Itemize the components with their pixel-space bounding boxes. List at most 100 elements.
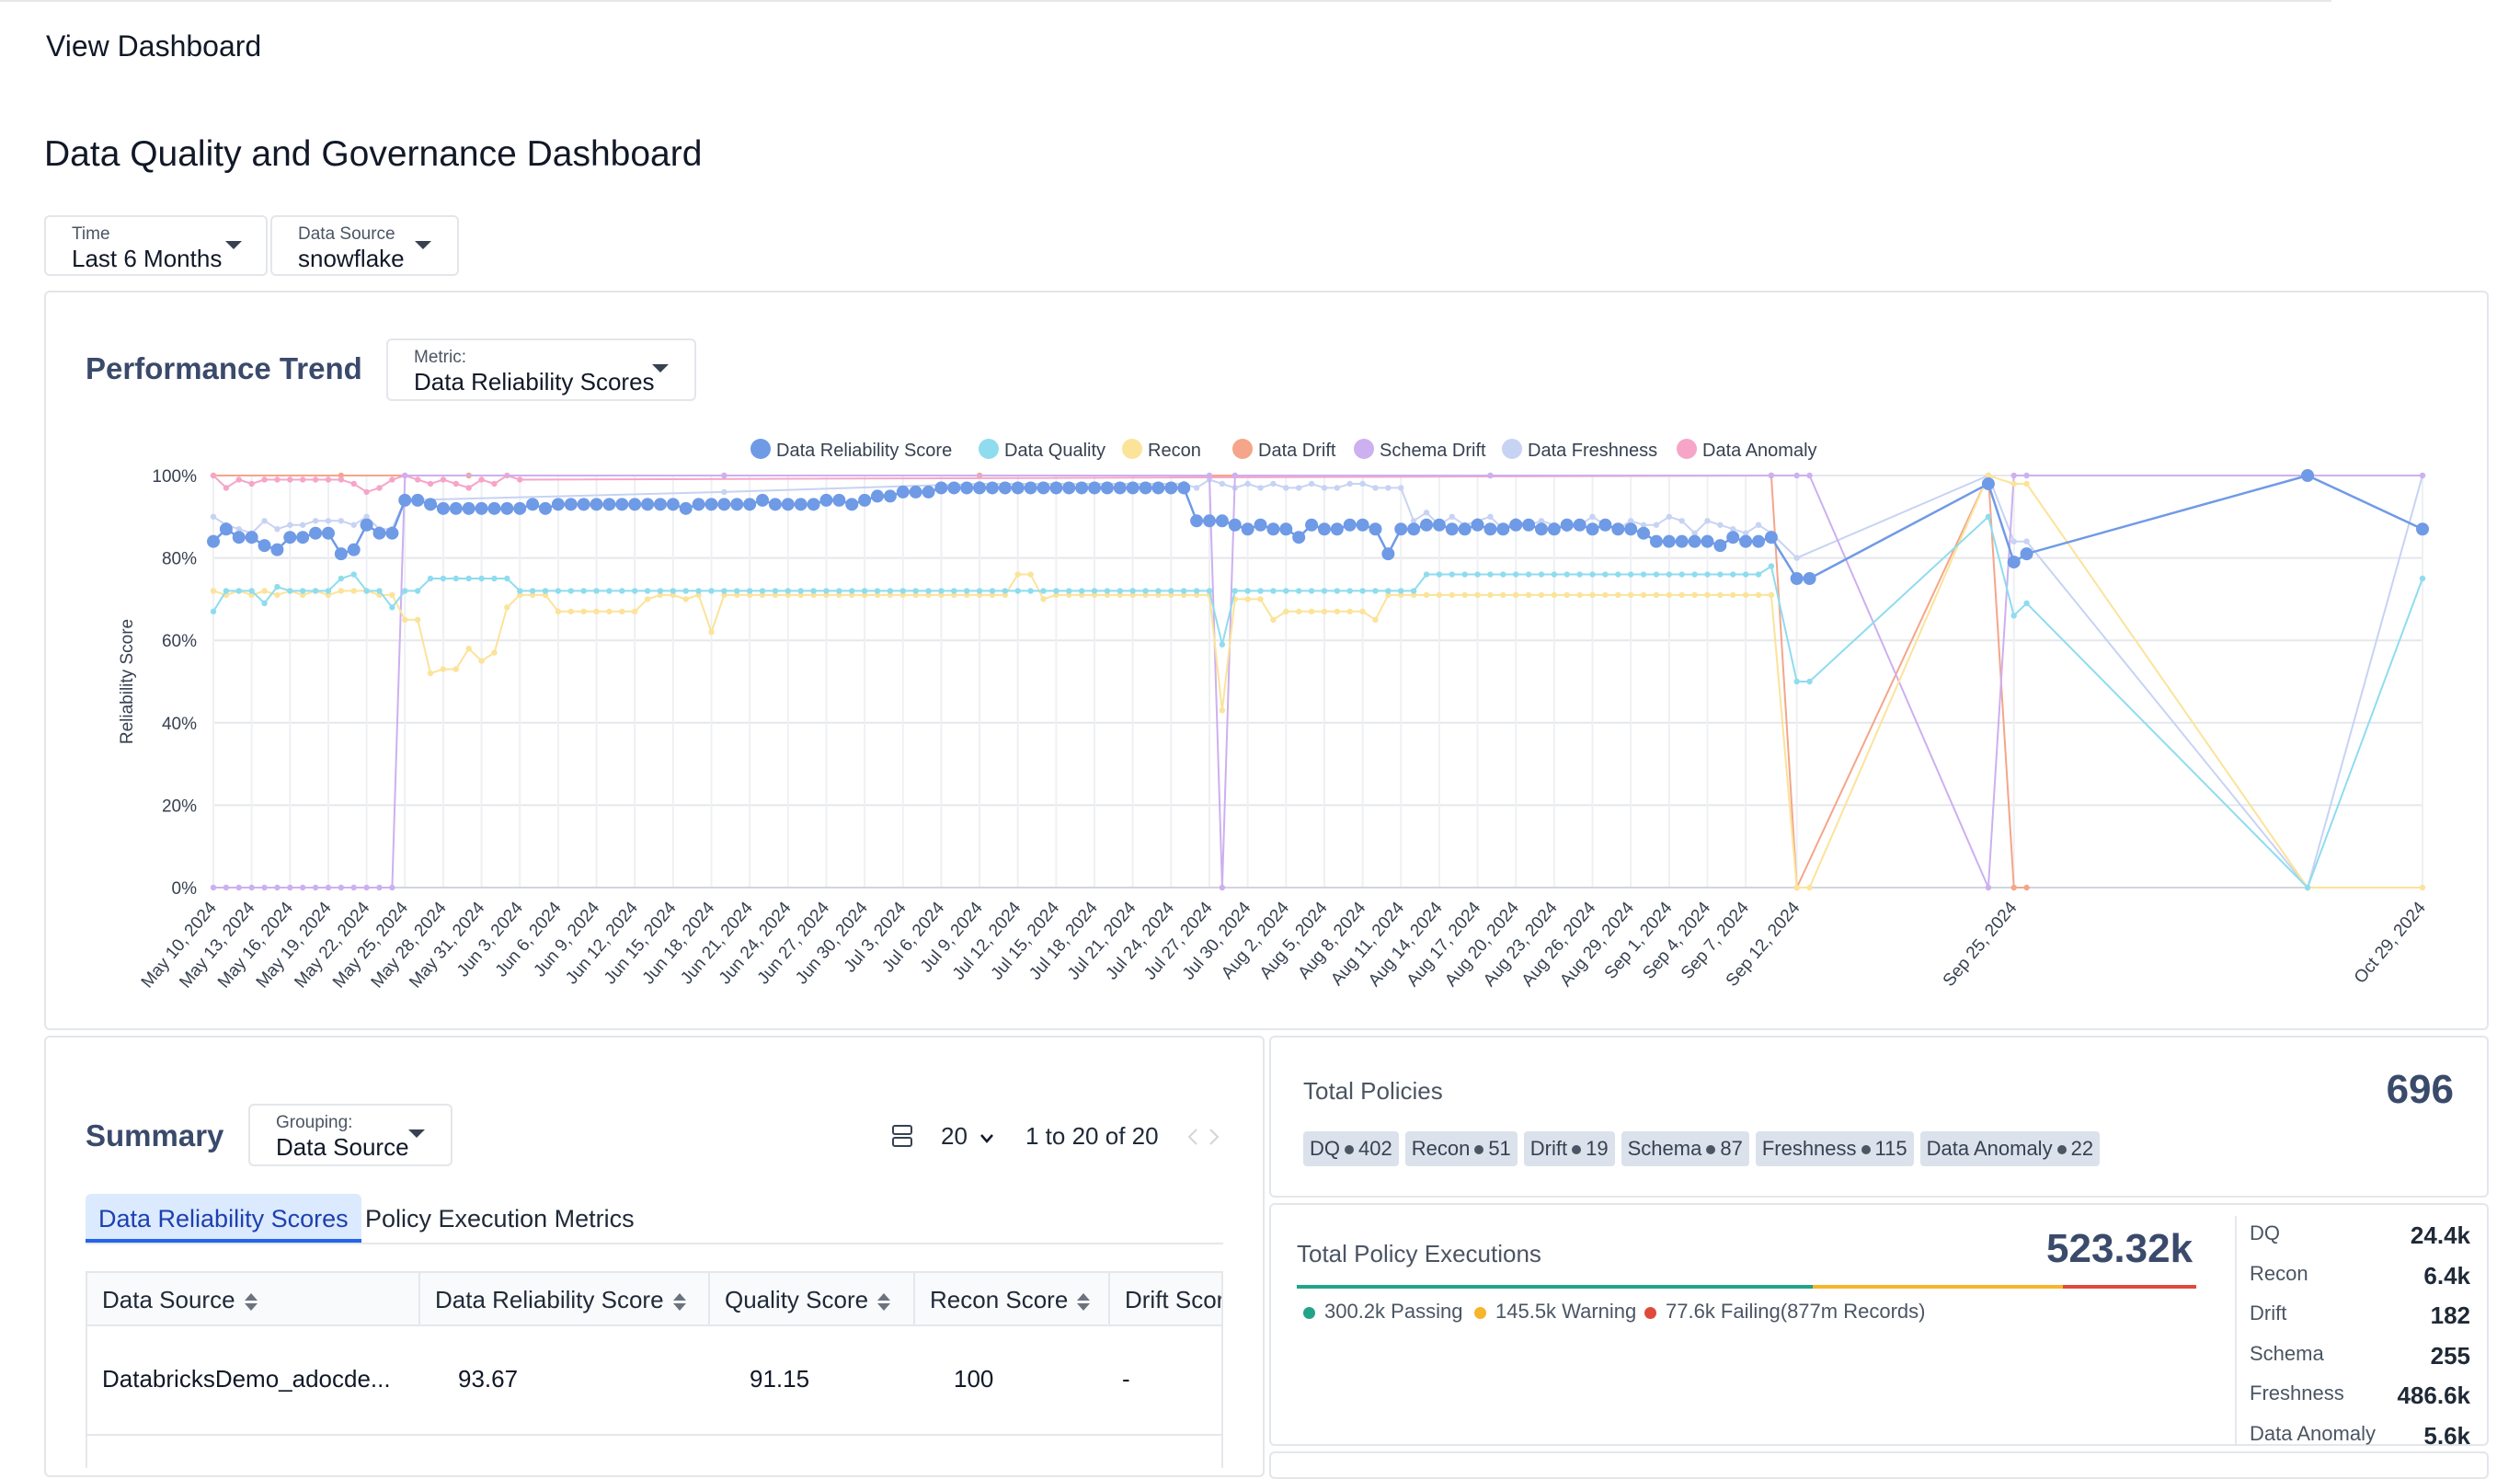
cell-data-source[interactable]: DatabricksDemo_adocde... — [102, 1365, 391, 1393]
column-header-label: Quality Score — [725, 1286, 869, 1313]
data-point — [452, 575, 460, 582]
data-point — [478, 476, 485, 483]
data-point — [385, 526, 399, 540]
data-point — [717, 498, 731, 511]
data-point — [402, 616, 408, 623]
data-point — [235, 526, 242, 533]
sort-icon[interactable] — [1077, 1292, 1091, 1311]
column-header-data-source[interactable]: Data Source — [87, 1273, 420, 1326]
data-point — [1155, 591, 1162, 599]
column-header-label: Data Reliability Score — [435, 1286, 664, 1313]
sort-icon[interactable] — [244, 1292, 258, 1311]
tab-policy-execution-metrics[interactable]: Policy Execution Metrics — [365, 1205, 635, 1232]
data-point — [274, 526, 281, 533]
data-point — [695, 591, 702, 599]
data-point — [797, 591, 804, 599]
policy-pill-freshness[interactable]: Freshness 115 — [1755, 1131, 1914, 1166]
next-page-icon[interactable] — [1209, 1129, 1220, 1145]
column-header-reliability[interactable]: Data Reliability Score — [420, 1273, 710, 1326]
data-point — [619, 588, 625, 594]
data-point — [1398, 485, 1404, 491]
data-point — [299, 884, 306, 891]
data-point — [1321, 608, 1328, 615]
data-point — [1219, 884, 1226, 891]
data-point — [1432, 518, 1446, 532]
data-point — [1666, 513, 1673, 520]
data-point — [1423, 571, 1430, 578]
data-point — [2023, 472, 2030, 479]
data-point — [785, 591, 791, 599]
data-point — [1193, 588, 1200, 594]
legend-label: Recon — [1148, 441, 1201, 461]
column-header-recon[interactable]: Recon Score — [915, 1273, 1110, 1326]
data-point — [1091, 591, 1098, 599]
data-point — [1394, 522, 1408, 536]
prev-page-icon[interactable] — [1187, 1129, 1197, 1145]
next-panel-edge — [1269, 1451, 2489, 1479]
data-point — [309, 526, 323, 540]
data-point — [1474, 571, 1481, 578]
data-point — [1704, 571, 1711, 578]
data-point — [338, 472, 345, 479]
data-point — [849, 588, 855, 594]
data-point — [1359, 588, 1366, 594]
column-header-drift[interactable]: Drift Scor — [1110, 1273, 1221, 1326]
data-point — [657, 588, 664, 594]
data-point — [1279, 522, 1293, 536]
data-point — [258, 539, 271, 553]
data-point — [1666, 591, 1673, 599]
data-point — [1564, 591, 1570, 599]
data-point — [338, 518, 345, 524]
tab-data-reliability-scores[interactable]: Data Reliability Scores — [86, 1194, 361, 1243]
policy-pill-dq[interactable]: DQ 402 — [1303, 1131, 1399, 1166]
data-point — [1803, 572, 1816, 585]
data-point — [350, 522, 357, 528]
data-point — [1270, 480, 1277, 487]
pagination-arrows[interactable] — [1186, 1128, 1221, 1146]
data-point — [248, 591, 255, 599]
data-point — [1317, 522, 1331, 536]
y-axis-title: Reliability Score — [118, 619, 137, 744]
data-point — [402, 472, 408, 479]
sort-icon[interactable] — [672, 1292, 686, 1311]
data-point — [283, 531, 297, 545]
data-point — [1334, 485, 1341, 491]
grouping-select[interactable]: Grouping: Data Source — [248, 1104, 452, 1166]
breakdown-row-freshness: Freshness 486.6k — [2250, 1382, 2470, 1409]
policy-pill-recon[interactable]: Recon 51 — [1404, 1131, 1518, 1166]
sort-icon[interactable] — [877, 1292, 891, 1311]
view-title: View Dashboard — [46, 29, 262, 63]
data-point — [210, 884, 217, 891]
data-point — [261, 884, 268, 891]
data-source-filter[interactable]: Data Source snowflake — [270, 215, 459, 276]
data-point — [1241, 522, 1254, 536]
column-header-quality[interactable]: Quality Score — [710, 1273, 915, 1326]
legend-label: Data Reliability Score — [776, 441, 952, 461]
page-size-select[interactable]: 20 — [941, 1122, 994, 1151]
data-source-filter-label: Data Source — [298, 224, 395, 244]
data-point — [1117, 588, 1123, 594]
data-point — [1062, 481, 1076, 495]
data-point — [1436, 571, 1443, 578]
data-point — [567, 588, 574, 594]
data-point — [465, 575, 472, 582]
data-point — [564, 498, 578, 511]
data-point — [1206, 588, 1213, 594]
policy-pill-schema[interactable]: Schema 87 — [1621, 1131, 1749, 1166]
data-point — [845, 498, 859, 511]
data-point — [934, 481, 948, 495]
time-filter[interactable]: Time Last 6 Months — [44, 215, 268, 276]
data-point — [1129, 588, 1136, 594]
data-point — [334, 547, 348, 561]
data-point — [223, 884, 230, 891]
data-point — [1678, 591, 1685, 599]
data-point — [1730, 526, 1736, 533]
data-point — [657, 591, 664, 599]
policy-pill-drift[interactable]: Drift 19 — [1523, 1131, 1615, 1166]
policy-pill-data-anomaly[interactable]: Data Anomaly 22 — [1919, 1131, 2101, 1166]
metric-select[interactable]: Metric: Data Reliability Scores — [386, 338, 696, 401]
data-point — [1126, 481, 1140, 495]
data-point — [1219, 480, 1226, 487]
data-point — [615, 498, 629, 511]
data-point — [478, 575, 485, 582]
